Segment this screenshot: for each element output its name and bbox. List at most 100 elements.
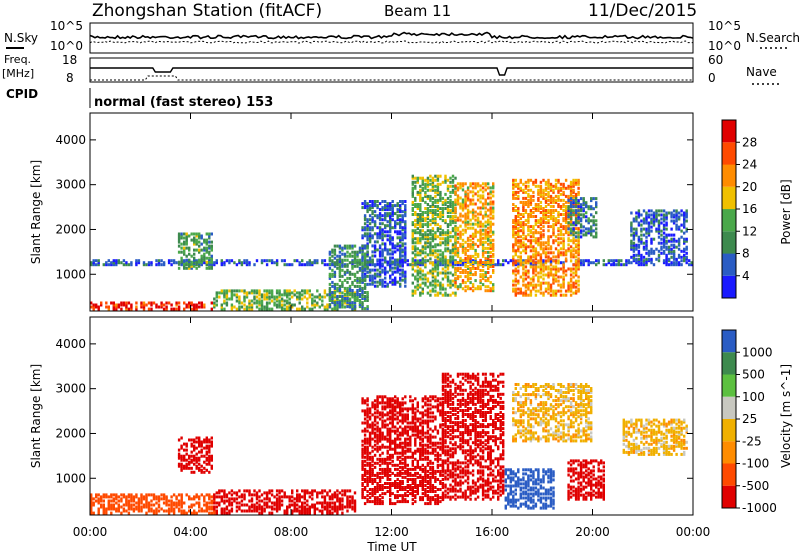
data-cell xyxy=(688,259,691,263)
data-cell xyxy=(645,235,648,239)
data-cell xyxy=(429,211,432,214)
data-cell xyxy=(306,503,309,507)
data-cell xyxy=(135,263,138,267)
data-cell xyxy=(645,229,648,233)
data-cell xyxy=(368,417,372,421)
data-cell xyxy=(652,251,656,255)
data-cell xyxy=(147,501,151,505)
data-cell xyxy=(210,464,213,468)
data-cell xyxy=(353,505,357,509)
data-cell xyxy=(419,196,422,200)
data-cell xyxy=(215,495,218,499)
data-cell xyxy=(434,279,437,283)
data-cell xyxy=(451,259,455,263)
data-cell xyxy=(384,206,387,210)
data-cell xyxy=(532,225,535,229)
data-cell xyxy=(223,307,226,311)
data-cell xyxy=(416,263,419,267)
data-cell xyxy=(577,203,580,206)
data-cell xyxy=(454,192,457,196)
data-cell xyxy=(436,271,440,275)
data-cell xyxy=(532,279,535,283)
data-cell xyxy=(489,212,492,216)
data-cell xyxy=(449,205,452,208)
data-cell xyxy=(569,180,573,184)
data-cell xyxy=(562,271,565,275)
data-cell xyxy=(456,216,460,220)
data-cell xyxy=(273,303,276,307)
data-cell xyxy=(296,509,299,513)
data-cell xyxy=(275,289,279,293)
data-cell xyxy=(353,301,357,305)
data-cell xyxy=(353,274,357,278)
data-cell xyxy=(205,242,208,246)
data-cell xyxy=(461,244,465,248)
data-cell xyxy=(245,291,249,295)
data-cell xyxy=(449,231,452,235)
data-cell xyxy=(273,501,276,505)
data-cell xyxy=(188,266,191,270)
data-cell xyxy=(228,289,231,293)
data-cell xyxy=(552,217,555,221)
data-cell xyxy=(147,507,151,511)
data-cell xyxy=(371,280,374,284)
data-cell xyxy=(537,239,540,243)
data-cell xyxy=(456,202,460,206)
data-cell xyxy=(291,305,294,309)
data-cell xyxy=(275,489,279,493)
data-cell xyxy=(361,270,364,274)
data-cell xyxy=(590,213,593,217)
data-cell xyxy=(371,467,374,471)
data-cell xyxy=(394,230,397,234)
data-cell xyxy=(464,271,467,274)
data-cell xyxy=(585,201,588,205)
data-cell xyxy=(157,263,161,267)
data-cell xyxy=(489,275,492,279)
data-cell xyxy=(542,241,545,245)
data-cell xyxy=(539,253,543,257)
data-cell xyxy=(519,229,522,233)
data-cell xyxy=(346,495,349,499)
data-cell xyxy=(557,289,560,293)
data-cell xyxy=(564,251,568,255)
data-cell xyxy=(115,501,118,505)
data-cell xyxy=(378,270,382,274)
data-cell xyxy=(569,251,573,255)
data-cell xyxy=(210,240,213,244)
data-cell xyxy=(481,216,485,220)
data-cell xyxy=(487,265,490,268)
data-cell xyxy=(268,295,271,299)
data-cell xyxy=(338,246,342,250)
data-cell xyxy=(193,448,196,452)
data-cell xyxy=(105,495,108,499)
data-cell xyxy=(368,496,372,500)
data-cell xyxy=(444,176,447,180)
data-cell xyxy=(361,276,364,280)
data-cell xyxy=(642,221,646,225)
data-cell xyxy=(519,178,522,182)
data-cell xyxy=(286,511,289,515)
data-cell xyxy=(363,459,367,463)
data-cell xyxy=(562,233,565,237)
data-cell xyxy=(303,289,306,293)
data-cell xyxy=(487,279,490,283)
data-cell xyxy=(680,249,683,253)
data-cell xyxy=(481,206,485,210)
data-cell xyxy=(193,462,196,466)
data-cell xyxy=(665,211,668,215)
data-cell xyxy=(441,215,445,218)
data-cell xyxy=(640,255,643,259)
data-cell xyxy=(557,255,560,259)
data-cell xyxy=(471,289,475,293)
data-cell xyxy=(484,234,487,238)
data-cell xyxy=(368,228,372,232)
data-cell xyxy=(532,245,535,249)
data-cell xyxy=(547,265,550,269)
data-cell xyxy=(672,243,676,247)
data-cell xyxy=(421,229,424,233)
data-cell xyxy=(677,253,681,257)
data-cell xyxy=(431,263,435,267)
data-cell xyxy=(587,217,590,221)
data-cell xyxy=(270,507,274,511)
data-cell xyxy=(157,509,161,513)
